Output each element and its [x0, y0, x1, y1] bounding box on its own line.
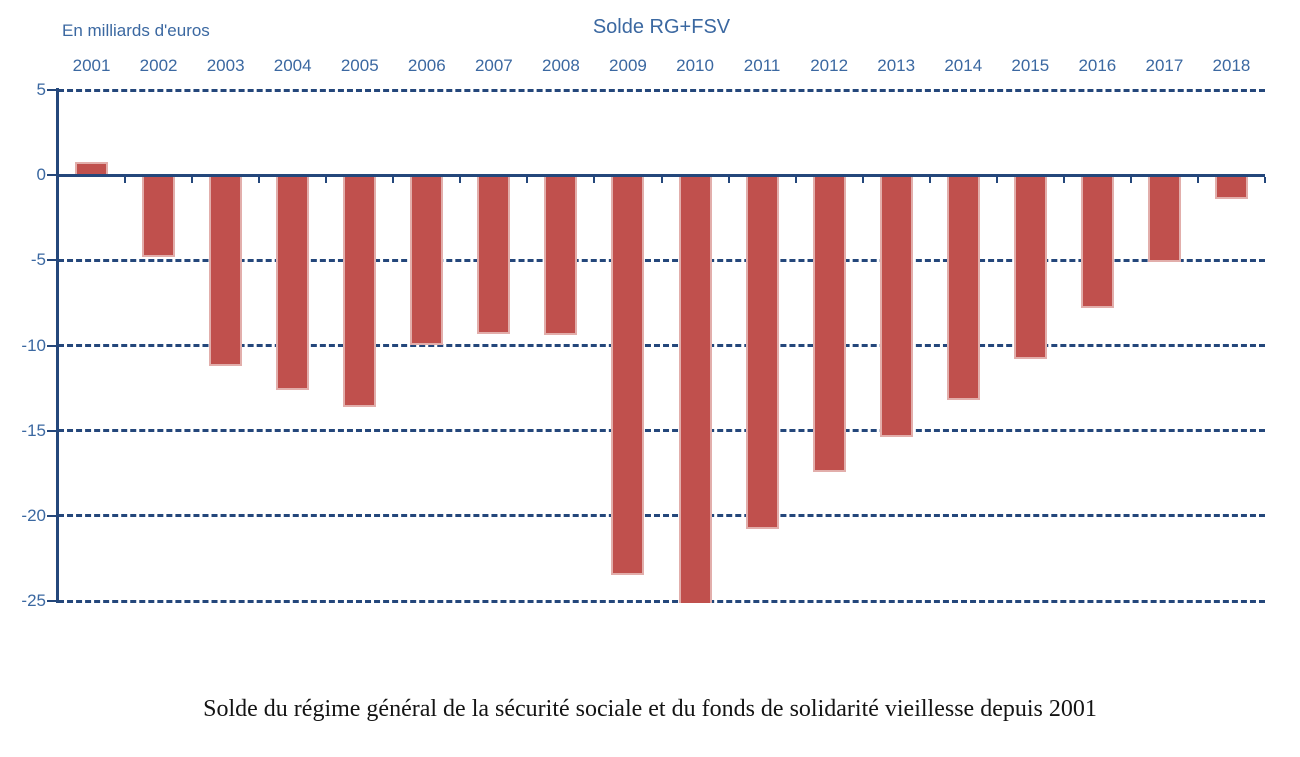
bar-2006	[410, 174, 444, 346]
y-axis-line	[56, 88, 59, 603]
x-axis-tick-17	[1196, 176, 1199, 183]
gridline-5	[58, 88, 1265, 92]
x-axis-label-2001: 2001	[72, 56, 111, 75]
bar-2008	[544, 174, 578, 336]
bar-2018	[1214, 174, 1248, 199]
x-axis-label-2005: 2005	[340, 56, 379, 75]
bar-2010	[678, 174, 712, 603]
y-axis-label-0: 0	[36, 165, 46, 185]
x-axis-tick-3	[258, 176, 261, 183]
x-axis-zero-line	[58, 173, 1265, 177]
x-axis-tick-7	[526, 176, 529, 183]
x-axis-label-2013: 2013	[877, 56, 916, 75]
x-axis-label-2008: 2008	[541, 56, 580, 75]
x-axis-label-2002: 2002	[139, 56, 178, 75]
y-axis-tick--5	[47, 259, 56, 262]
y-axis-tick-5	[47, 89, 56, 91]
bar-2011	[745, 174, 779, 530]
x-axis-label-2018: 2018	[1212, 56, 1251, 75]
x-axis-tick-10	[727, 176, 730, 183]
gridline--20	[58, 514, 1265, 518]
y-axis-tick--25	[47, 600, 56, 602]
x-axis-tick-15	[1062, 176, 1065, 183]
bar-chart: En milliards d'euros Solde RG+FSV 2001 20…	[21, 16, 1266, 610]
x-axis-label-2009: 2009	[609, 56, 647, 75]
x-axis-label-2016: 2016	[1078, 56, 1117, 75]
x-axis-tick-5	[392, 176, 395, 183]
y-axis-label-5: 5	[36, 80, 46, 99]
y-axis-label--10: -10	[21, 335, 46, 355]
y-axis-label--20: -20	[21, 505, 46, 525]
x-axis-label-2006: 2006	[407, 56, 446, 75]
bar-2004	[276, 174, 310, 390]
x-axis-tick-1	[124, 176, 127, 183]
chart-caption: Solde du régime général de la sécurité s…	[203, 696, 1097, 722]
x-axis-tick-14	[995, 176, 998, 183]
bar-2009	[611, 174, 645, 576]
x-axis-label-2007: 2007	[474, 56, 513, 75]
x-axis-label-2012: 2012	[810, 56, 849, 75]
x-axis-tick-16	[1129, 176, 1132, 183]
bar-2012	[812, 174, 846, 472]
x-axis-label-2011: 2011	[743, 56, 781, 75]
gridline--10	[58, 344, 1265, 347]
x-axis-tick-12	[861, 176, 864, 183]
x-axis-tick-2	[191, 176, 194, 183]
bar-2002	[142, 174, 176, 257]
gridline--15	[58, 429, 1265, 433]
x-axis-tick-9	[660, 176, 663, 183]
gridline--25	[58, 599, 1265, 603]
bar-2007	[477, 174, 511, 334]
y-axis-tick--10	[47, 344, 56, 347]
x-axis-label-2003: 2003	[206, 56, 245, 75]
bar-2015	[1013, 174, 1047, 360]
chart-title: Solde RG+FSV	[592, 16, 731, 38]
y-axis-tick-0	[47, 174, 56, 177]
gridline--5	[58, 258, 1265, 262]
bar-2014	[946, 174, 980, 400]
bar-2005	[343, 174, 377, 407]
plot-area	[58, 88, 1265, 603]
y-axis-tick--20	[47, 514, 56, 517]
x-axis-label-2015: 2015	[1011, 56, 1050, 75]
y-axis-tick--15	[47, 429, 56, 432]
x-axis-tick-13	[928, 176, 931, 183]
x-axis-label-2004: 2004	[273, 56, 312, 75]
bar-2017	[1147, 174, 1181, 263]
bar-2003	[209, 174, 243, 366]
y-axis-label--25: -25	[21, 591, 46, 610]
x-axis-label-2014: 2014	[944, 56, 983, 75]
x-axis-label-2017: 2017	[1145, 56, 1184, 75]
bar-2013	[879, 174, 913, 438]
x-axis-tick-11	[794, 176, 797, 183]
y-axis-label--15: -15	[21, 420, 46, 440]
x-axis-label-2010: 2010	[676, 56, 714, 75]
x-axis-tick-4	[325, 176, 328, 183]
y-axis-label--5: -5	[30, 250, 46, 270]
bar-2016	[1080, 174, 1114, 309]
axis-unit-label: En milliards d'euros	[62, 21, 210, 40]
x-axis-tick-18	[1264, 176, 1266, 183]
x-axis-tick-6	[459, 176, 462, 183]
x-axis-tick-8	[593, 176, 596, 183]
